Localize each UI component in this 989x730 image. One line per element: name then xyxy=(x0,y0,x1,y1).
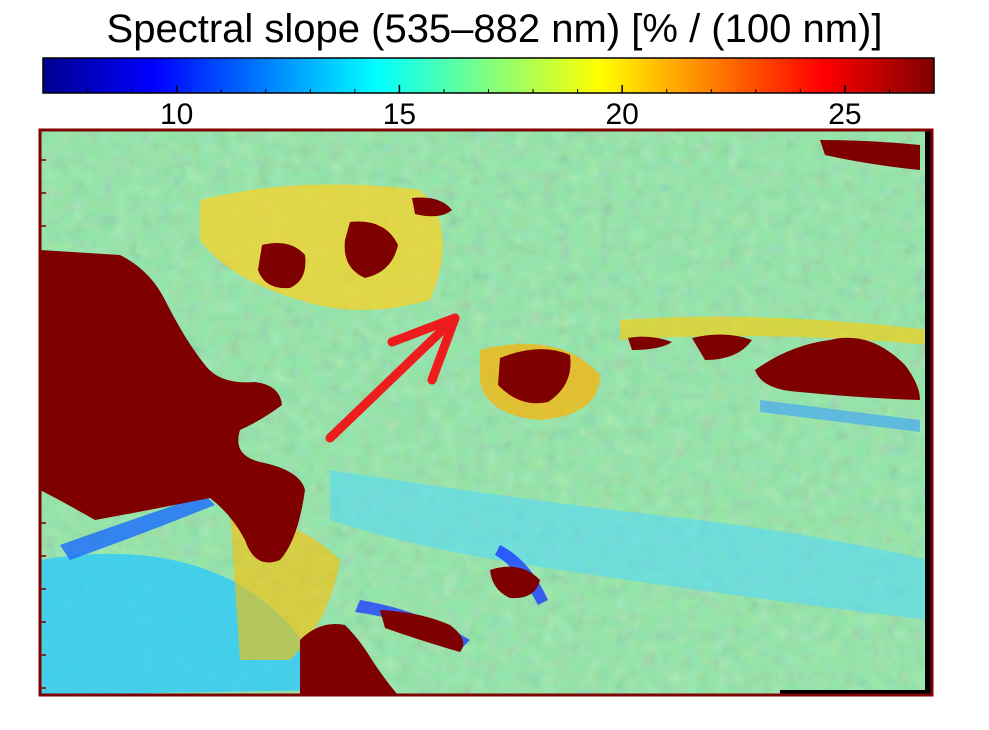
low-slope-band xyxy=(330,470,930,620)
no-data-strip xyxy=(780,690,932,695)
colorbar-ticks: 10 15 20 25 xyxy=(42,85,935,131)
chart-title: Spectral slope (535–882 nm) [% / (100 nm… xyxy=(106,7,883,51)
mid-slope-area xyxy=(200,184,443,310)
annotation-arrow xyxy=(325,313,460,443)
low-slope-band xyxy=(60,495,215,560)
colorbar-tick-label: 15 xyxy=(383,98,416,131)
mid-slope-area xyxy=(620,316,930,345)
high-slope-region xyxy=(344,221,398,278)
high-slope-region xyxy=(300,624,398,695)
colorbar-tick-label: 20 xyxy=(605,98,638,131)
colorbar-tick-label: 25 xyxy=(828,98,861,131)
high-slope-region xyxy=(40,250,305,563)
high-slope-region xyxy=(380,610,464,652)
slope-map xyxy=(40,130,932,695)
high-slope-region xyxy=(820,140,920,170)
high-slope-region xyxy=(258,242,306,289)
high-slope-region xyxy=(498,349,571,404)
high-slope-region xyxy=(490,566,540,599)
high-slope-region xyxy=(692,334,752,360)
plot-frame xyxy=(38,128,934,697)
high-slope-region xyxy=(412,197,452,217)
no-data-strip xyxy=(925,130,932,695)
high-slope-region xyxy=(755,337,920,400)
low-slope-band xyxy=(760,400,920,432)
colorbar xyxy=(42,57,935,94)
colorbar-tick-label: 10 xyxy=(160,98,193,131)
left-axis-ticks xyxy=(40,159,46,689)
high-slope-region xyxy=(628,336,672,350)
